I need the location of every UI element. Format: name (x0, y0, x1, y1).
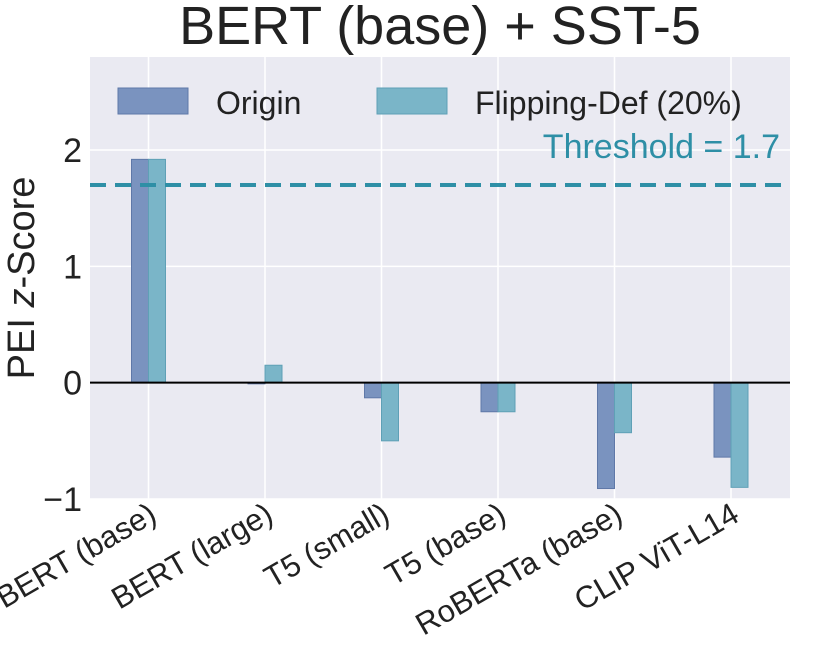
x-tick-labels: BERT (base)BERT (large)T5 (small)T5 (bas… (0, 496, 745, 642)
legend-swatch-flipping-def (376, 87, 448, 115)
bar-layer (131, 158, 749, 490)
y-tick-label: 1 (63, 248, 82, 286)
y-tick-label: 0 (63, 365, 82, 403)
bar-flipping-def (148, 158, 166, 384)
bar-origin (131, 158, 149, 384)
legend-label-origin: Origin (216, 85, 301, 121)
bar-origin (597, 382, 615, 490)
bar-flipping-def (264, 364, 283, 384)
y-tick-labels: −1 0 1 2 (43, 132, 82, 519)
grid-layer (90, 57, 790, 500)
chart-title: BERT (base) + SST-5 (179, 0, 701, 56)
threshold-label: Threshold = 1.7 (543, 128, 780, 166)
bar-origin (713, 382, 732, 458)
legend: Origin Flipping-Def (20%) (117, 85, 742, 121)
bar-flipping-def (381, 382, 399, 442)
plot-background (90, 57, 790, 499)
bar-origin (480, 382, 499, 413)
legend-label-flipping-def: Flipping-Def (20%) (475, 85, 742, 121)
legend-swatch-origin (117, 87, 189, 115)
x-tick-label: RoBERTa (base) (410, 496, 628, 642)
y-tick-label: 2 (63, 132, 82, 170)
y-tick-label: −1 (43, 481, 82, 519)
bar-origin (364, 382, 382, 399)
bar-flipping-def (614, 382, 632, 434)
bar-flipping-def (730, 382, 749, 488)
x-tick-label: T5 (small) (258, 496, 395, 595)
y-axis-label: PEI z-Score (1, 177, 43, 380)
bar-flipping-def (497, 382, 516, 413)
